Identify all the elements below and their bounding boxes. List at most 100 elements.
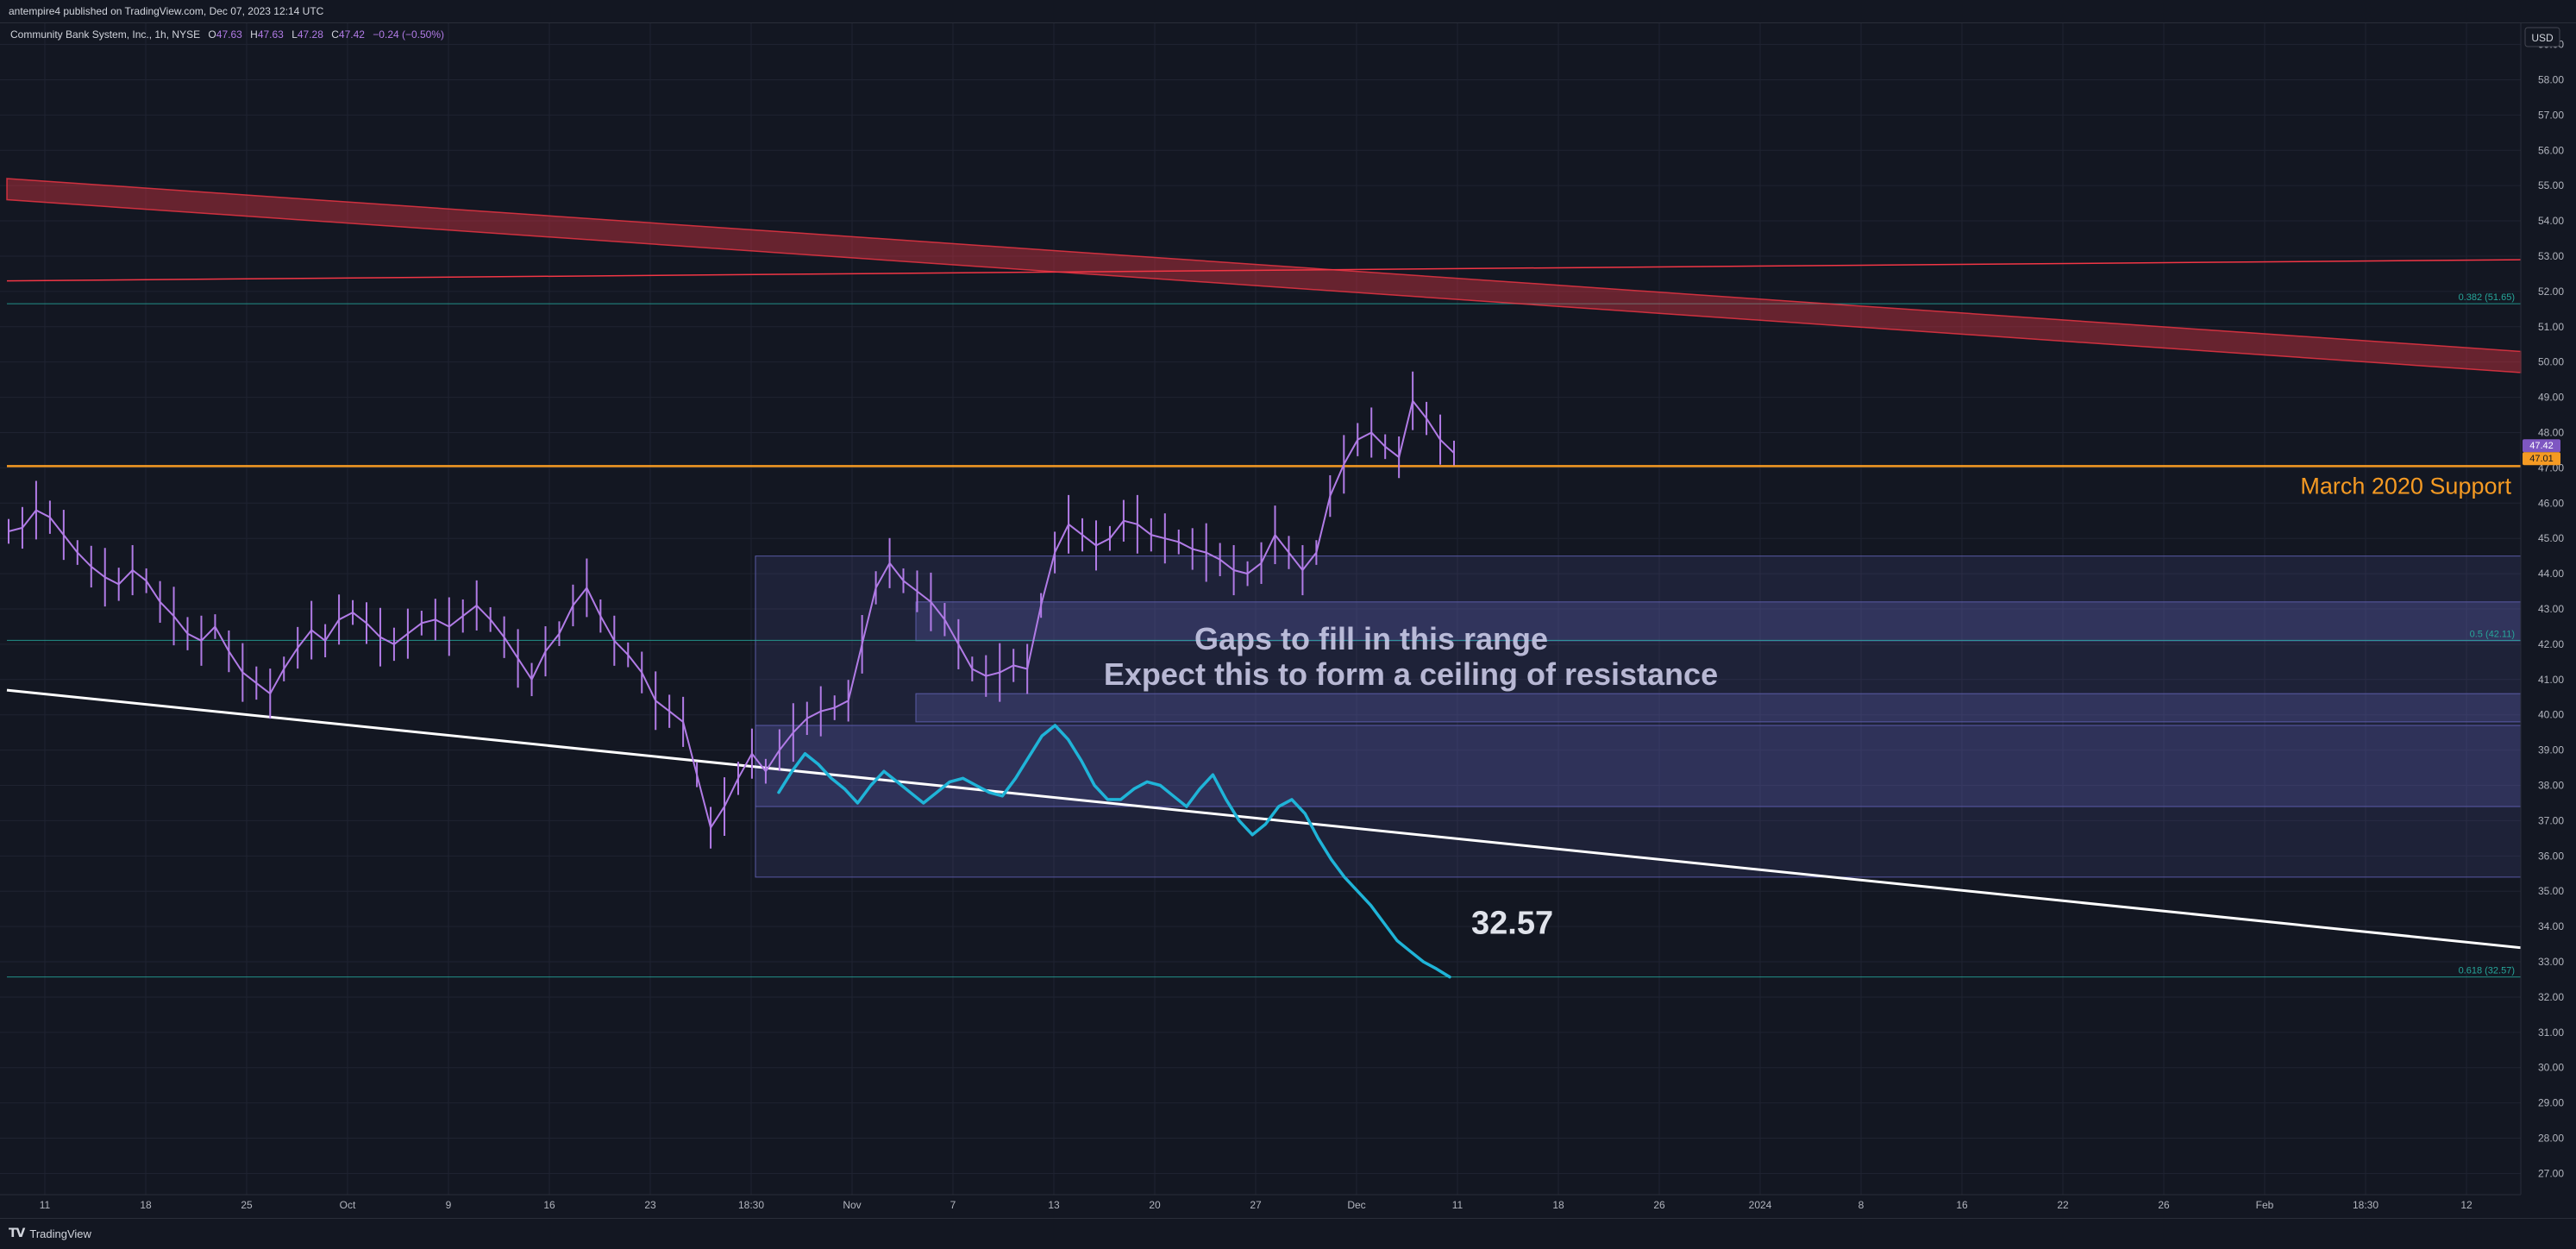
legend-high-label: H (250, 28, 258, 41)
time-tick-label: 12 (2460, 1199, 2473, 1211)
legend-low-label: L (291, 28, 298, 41)
time-tick-label: 20 (1149, 1199, 1161, 1211)
price-tick-label: 45.00 (2538, 532, 2564, 544)
legend-open: 47.63 (216, 28, 242, 41)
price-tick-label: 33.00 (2538, 956, 2564, 968)
time-tick-label: 22 (2057, 1199, 2069, 1211)
price-series (8, 371, 1455, 849)
legend-close: 47.42 (339, 28, 365, 41)
price-tick-label: 48.00 (2538, 426, 2564, 438)
support-price-tag (2523, 452, 2560, 466)
legend-change: −0.24 (−0.50%) (373, 28, 444, 41)
time-tick-label: 18:30 (2353, 1199, 2379, 1211)
publish-header: antempire4 published on TradingView.com,… (0, 0, 2576, 23)
time-tick-label: 16 (1956, 1199, 1968, 1211)
time-tick-label: 18:30 (738, 1199, 764, 1211)
gap-zone-box (915, 601, 2522, 642)
legend-high: 47.63 (258, 28, 284, 41)
gap-zone-box (755, 555, 2522, 878)
price-tick-label: 36.00 (2538, 850, 2564, 862)
target-annotation: 32.57 (1471, 905, 1553, 941)
price-tick-label: 57.00 (2538, 109, 2564, 121)
price-tick-label: 38.00 (2538, 780, 2564, 792)
time-tick-label: 13 (1048, 1199, 1060, 1211)
legend-symbol: Community Bank System, Inc., 1h, NYSE (10, 28, 200, 41)
time-tick-label: 11 (40, 1199, 51, 1211)
time-tick-label: 9 (446, 1199, 452, 1211)
time-tick-label: 8 (1858, 1199, 1865, 1211)
price-tick-label: 56.00 (2538, 144, 2564, 156)
price-tick-label: 52.00 (2538, 286, 2564, 298)
price-tick-label: 32.00 (2538, 991, 2564, 1003)
chart-grid (0, 23, 2521, 1195)
time-tick-label: 26 (1653, 1199, 1665, 1211)
time-tick-label: 16 (543, 1199, 555, 1211)
time-tick-label: 26 (2158, 1199, 2170, 1211)
time-tick-label: 18 (1552, 1199, 1564, 1211)
price-tick-label: 37.00 (2538, 814, 2564, 826)
price-tick-label: 42.00 (2538, 638, 2564, 650)
price-tick-label: 35.00 (2538, 885, 2564, 897)
trendlines (6, 688, 2522, 950)
price-tick-label: 28.00 (2538, 1133, 2564, 1145)
symbol-legend: Community Bank System, Inc., 1h, NYSE O4… (10, 28, 444, 41)
price-tick-label: 58.00 (2538, 73, 2564, 85)
ceiling-annotation: Expect this to form a ceiling of resista… (1104, 656, 1718, 692)
currency-label: USD (2531, 32, 2554, 44)
time-tick-label: 25 (241, 1199, 253, 1211)
price-tick-label: 46.00 (2538, 497, 2564, 509)
price-tick-label: 34.00 (2538, 920, 2564, 932)
price-axis[interactable]: 59.0058.0057.0056.0055.0054.0053.0052.00… (2523, 39, 2564, 1180)
descending-trendline (6, 688, 2522, 950)
fib-level-label: 0.382 (51.65) (2459, 292, 2515, 303)
time-tick-label: 23 (644, 1199, 656, 1211)
price-tick-label: 54.00 (2538, 215, 2564, 227)
gap-zone-box (915, 693, 2522, 723)
tradingview-logo-icon: TV (9, 1227, 25, 1240)
time-tick-label: Feb (2256, 1199, 2274, 1211)
time-tick-label: 2024 (1749, 1199, 1772, 1211)
footer-bar: TV TradingView (0, 1218, 2576, 1249)
legend-close-label: C (331, 28, 339, 41)
gaps-annotation: Gaps to fill in this range (1194, 621, 1548, 656)
price-tick-label: 31.00 (2538, 1026, 2564, 1039)
price-tick-label: 49.00 (2538, 392, 2564, 404)
price-chart[interactable]: 0.382 (51.65) 0.5 (42.11) 0.618 (32.57) Ma… (0, 23, 2576, 1218)
time-tick-label: Oct (340, 1199, 356, 1211)
legend-low: 47.28 (298, 28, 323, 41)
gap-zones (755, 555, 2522, 878)
resistance-line (6, 259, 2522, 282)
support-annotation: March 2020 Support (2300, 473, 2511, 499)
time-tick-label: Nov (843, 1199, 861, 1211)
time-tick-label: 7 (950, 1199, 956, 1211)
price-tick-label: 40.00 (2538, 709, 2564, 721)
price-tick-label: 55.00 (2538, 179, 2564, 191)
price-line (8, 399, 1455, 829)
price-tick-label: 43.00 (2538, 603, 2564, 615)
projection-path (777, 724, 1451, 979)
gap-zone-box (755, 725, 2522, 807)
fib-level-label: 0.618 (32.57) (2459, 966, 2515, 976)
legend-open-label: O (208, 28, 216, 41)
tradingview-logo-text: TradingView (29, 1227, 91, 1240)
time-tick-label: 18 (140, 1199, 152, 1211)
price-tick-label: 27.00 (2538, 1167, 2564, 1179)
horizontal-levels: 0.382 (51.65) 0.5 (42.11) 0.618 (32.57) (7, 292, 2521, 978)
currency-badge[interactable] (2524, 27, 2560, 47)
last-price-label: 47.42 (2529, 441, 2554, 451)
time-tick-label: Dec (1347, 1199, 1365, 1211)
publish-info: antempire4 published on TradingView.com,… (9, 5, 324, 17)
price-tick-label: 51.00 (2538, 321, 2564, 333)
annotations: March 2020 Support Gaps to fill in this r… (1104, 473, 2512, 941)
last-price-tag (2523, 439, 2560, 453)
support-price-label: 47.01 (2529, 454, 2554, 464)
time-axis[interactable]: 11 18 25 Oct 9 16 23 18:30 Nov 7 13 20 27 Dec 11 18 26 20… (40, 1199, 2473, 1211)
fib-level-label: 0.5 (42.11) (2470, 629, 2515, 639)
price-tick-label: 44.00 (2538, 568, 2564, 580)
price-tick-label: 30.00 (2538, 1062, 2564, 1074)
time-tick-label: 11 (1452, 1199, 1463, 1211)
price-tick-label: 41.00 (2538, 674, 2564, 686)
projection-line (777, 724, 1451, 979)
tradingview-logo[interactable]: TV TradingView (9, 1227, 91, 1240)
price-tick-label: 39.00 (2538, 744, 2564, 756)
